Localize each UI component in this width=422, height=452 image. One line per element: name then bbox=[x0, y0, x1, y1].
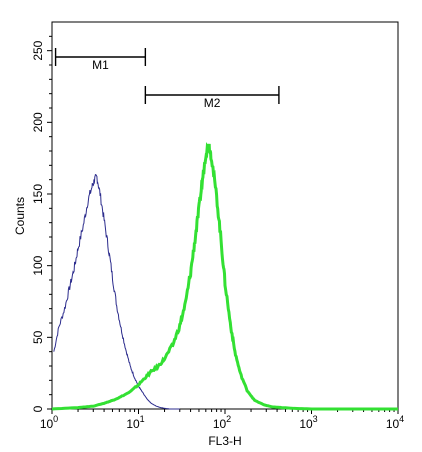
series-layer bbox=[51, 141, 398, 411]
y-tick-label: 100 bbox=[31, 255, 45, 275]
x-axis-ticks: 100 101 102 103 104 bbox=[40, 409, 404, 431]
gates-layer: M1 M2 bbox=[54, 48, 280, 110]
x-tick-exponent: 4 bbox=[399, 414, 404, 424]
x-tick-label: 101 bbox=[126, 414, 144, 431]
x-tick-label: 103 bbox=[299, 414, 317, 431]
x-tick-base: 10 bbox=[126, 417, 140, 431]
histogram-series-2 bbox=[51, 141, 398, 411]
y-tick-label: 50 bbox=[31, 330, 45, 344]
x-tick-label: 102 bbox=[213, 414, 231, 431]
x-tick-label: 104 bbox=[386, 414, 404, 431]
x-tick-exponent: 1 bbox=[140, 414, 145, 424]
y-axis-label: Counts bbox=[13, 197, 27, 235]
gate-m1-label: M1 bbox=[92, 58, 109, 72]
x-tick-exponent: 3 bbox=[313, 414, 318, 424]
gate-m2-label: M2 bbox=[204, 96, 221, 110]
y-tick-label: 250 bbox=[31, 40, 45, 60]
y-axis-ticks: 0 50 100 150 200 250 bbox=[31, 35, 52, 412]
x-tick-exponent: 2 bbox=[226, 414, 231, 424]
y-tick-label: 0 bbox=[31, 405, 45, 412]
x-tick-base: 10 bbox=[213, 417, 227, 431]
x-tick-base: 10 bbox=[299, 417, 313, 431]
x-tick-exponent: 0 bbox=[53, 414, 58, 424]
x-tick-base: 10 bbox=[386, 417, 400, 431]
x-tick-base: 10 bbox=[40, 417, 54, 431]
histogram-series-1 bbox=[53, 174, 180, 410]
y-tick-label: 150 bbox=[31, 184, 45, 204]
x-tick-label: 100 bbox=[40, 414, 58, 431]
y-tick-label: 200 bbox=[31, 112, 45, 132]
x-axis-label: FL3-H bbox=[208, 434, 241, 448]
